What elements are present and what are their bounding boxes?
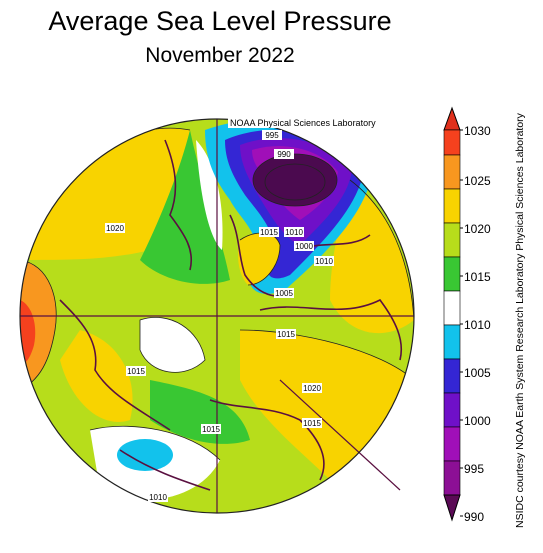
contour-labels: 995 990 1015 1010 1000 1020 1010 1005 10… bbox=[105, 130, 334, 502]
contour-label: 1015 bbox=[202, 425, 220, 434]
contour-label: 1005 bbox=[275, 289, 293, 298]
contour-label: 1015 bbox=[277, 330, 295, 339]
contour-label: 1015 bbox=[303, 419, 321, 428]
contour-label: 1015 bbox=[127, 367, 145, 376]
contour-label: 990 bbox=[277, 150, 291, 159]
colorbar-tick: 1010 bbox=[464, 318, 491, 332]
contour-label: 995 bbox=[265, 131, 279, 140]
map-title: Average Sea Level Pressure bbox=[48, 6, 392, 36]
colorbar-tick: 990 bbox=[464, 510, 484, 524]
contour-label: 1015 bbox=[260, 228, 278, 237]
colorbar-tick: 1015 bbox=[464, 270, 491, 284]
colorbar-ticks: 1030 1025 1020 1015 1010 1005 1000 995 9… bbox=[460, 124, 491, 524]
colorbar-tick: 1005 bbox=[464, 366, 491, 380]
colorbar-tick: 1025 bbox=[464, 174, 491, 188]
contour-label: 1010 bbox=[285, 228, 303, 237]
map-subtitle: November 2022 bbox=[145, 44, 295, 67]
colorbar-tick: 1030 bbox=[464, 124, 491, 138]
contour-label: 1000 bbox=[295, 242, 313, 251]
lab-credit: NOAA Physical Sciences Laboratory bbox=[228, 118, 378, 128]
contour-label: 1020 bbox=[106, 224, 124, 233]
colorbar: 1030 1025 1020 1015 1010 1005 1000 995 9… bbox=[443, 106, 491, 524]
grid-diagonal bbox=[279, 379, 401, 491]
contour-label: 1020 bbox=[303, 384, 321, 393]
coastlines bbox=[59, 139, 403, 491]
colorbar-tick: 1020 bbox=[464, 222, 491, 236]
contour-label: 1010 bbox=[315, 257, 333, 266]
side-credit: NSIDC courtesy NOAA Earth System Researc… bbox=[514, 113, 526, 528]
contour-label: 1010 bbox=[149, 493, 167, 502]
colorbar-tick: 995 bbox=[464, 462, 484, 476]
colorbar-bottom-arrow bbox=[443, 494, 461, 522]
map-border bbox=[19, 118, 415, 514]
colorbar-tick: 1000 bbox=[464, 414, 491, 428]
colorbar-top-arrow bbox=[443, 106, 461, 131]
